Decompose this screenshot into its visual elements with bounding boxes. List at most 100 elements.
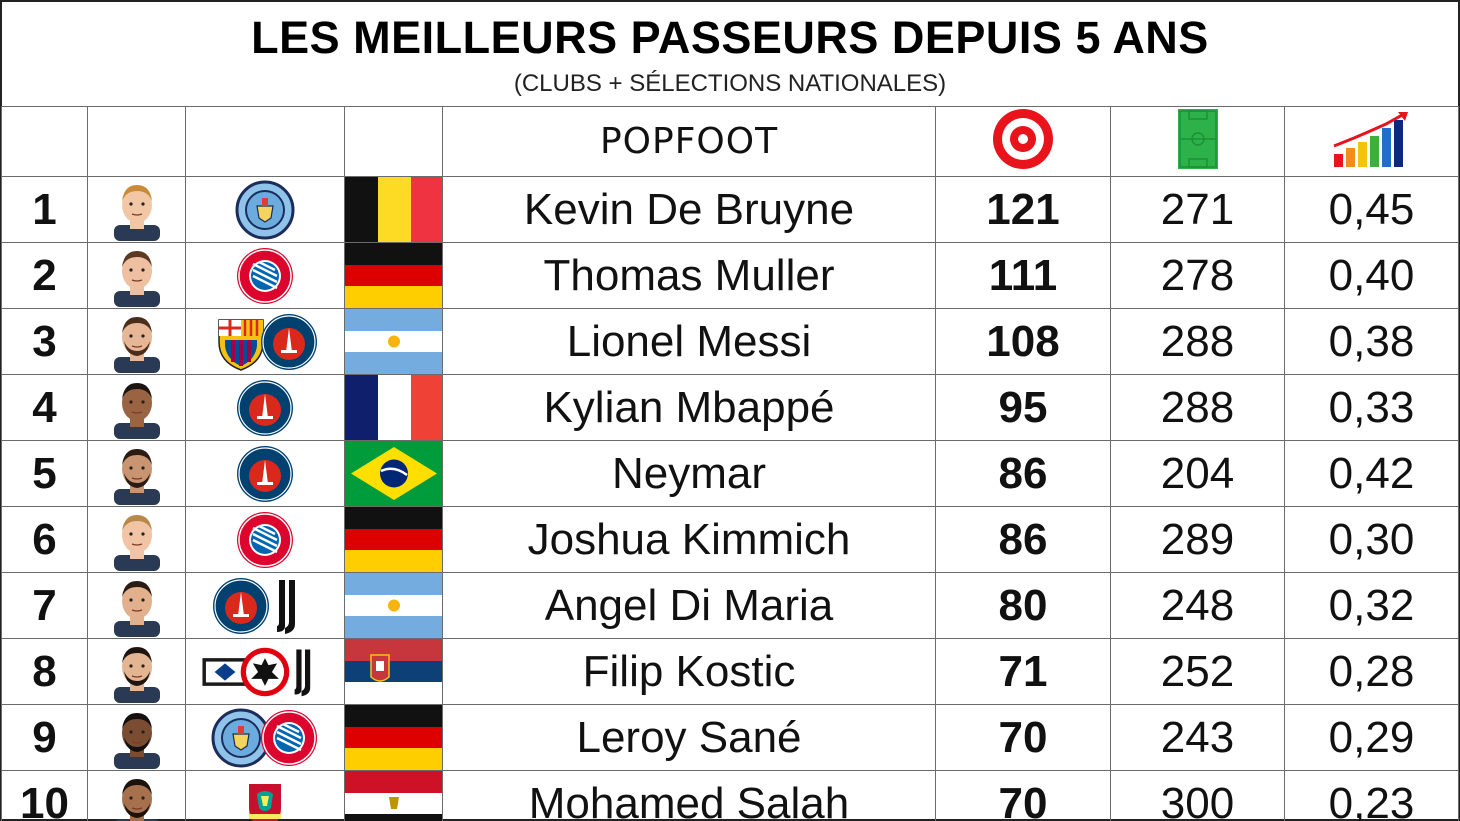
club-crests [187, 312, 344, 372]
header-club-cell [185, 106, 345, 177]
club-crests-cell [185, 506, 345, 573]
ratio-cell: 0,45 [1284, 176, 1459, 243]
matches-value: 289 [1160, 514, 1235, 564]
header-brand-cell: POPFOOT [442, 106, 936, 177]
club-crests [187, 708, 344, 768]
manchester-city-crest [211, 708, 271, 767]
player-name-cell: Lionel Messi [442, 308, 936, 375]
ratio-cell: 0,23 [1284, 770, 1459, 821]
table-row: 6 Joshua Kimmich 86 289 0,30 [1, 506, 1459, 573]
assists-value: 95 [998, 382, 1048, 432]
nation-flag-cell [344, 374, 443, 441]
table-row: 8 Filip Kostic 71 252 0,28 [1, 638, 1459, 705]
juventus-crest [294, 648, 311, 696]
player-name-cell: Kylian Mbappé [442, 374, 936, 441]
assists-cell: 80 [935, 572, 1111, 639]
germany-flag [345, 705, 442, 770]
player-photo [113, 580, 160, 637]
nation-flag-cell [344, 638, 443, 705]
germany-flag [345, 507, 442, 572]
rank-cell: 1 [1, 176, 88, 243]
matches-value: 278 [1160, 250, 1235, 300]
assists-value: 111 [988, 250, 1058, 300]
matches-cell: 300 [1110, 770, 1285, 821]
ratio-cell: 0,29 [1284, 704, 1459, 771]
player-name: Angel Di Maria [544, 580, 834, 630]
rank-label: 7 [32, 580, 57, 630]
juventus-crest [277, 579, 295, 634]
club-crests [187, 180, 344, 240]
matches-value: 288 [1160, 316, 1235, 366]
matches-cell: 288 [1110, 374, 1285, 441]
psg-crest [237, 445, 293, 502]
player-photo [113, 712, 160, 769]
ratio-value: 0,38 [1328, 316, 1415, 366]
ratio-cell: 0,42 [1284, 440, 1459, 507]
bayern-munich-crest [261, 709, 317, 766]
matches-cell: 248 [1110, 572, 1285, 639]
assists-value: 70 [998, 778, 1048, 821]
germany-flag [345, 243, 442, 308]
nation-flag-cell [344, 308, 443, 375]
nation-flag-cell [344, 506, 443, 573]
manchester-city-crest [235, 180, 295, 239]
player-photo [113, 250, 160, 307]
club-crests-cell [185, 572, 345, 639]
rank-label: 10 [20, 778, 69, 821]
ratio-value: 0,32 [1328, 580, 1415, 630]
matches-value: 248 [1160, 580, 1235, 630]
bayern-munich-crest [237, 511, 293, 568]
rank-cell: 7 [1, 572, 88, 639]
rank-cell: 6 [1, 506, 88, 573]
popfoot-logo: POPFOOT [599, 121, 779, 162]
player-photo-cell [87, 506, 186, 573]
nation-flag-cell [344, 572, 443, 639]
matches-cell: 278 [1110, 242, 1285, 309]
club-crests-cell [185, 242, 345, 309]
table-row: 1 Kevin De Bruyne 121 271 0,45 [1, 176, 1459, 243]
egypt-flag [345, 771, 442, 821]
ratio-value: 0,30 [1328, 514, 1415, 564]
rank-cell: 5 [1, 440, 88, 507]
rank-label: 3 [32, 316, 57, 366]
eintracht-frankfurt-crest [240, 647, 290, 696]
player-name-cell: Joshua Kimmich [442, 506, 936, 573]
club-crests-cell [185, 638, 345, 705]
fc-barcelona-crest [218, 318, 264, 371]
player-name: Mohamed Salah [528, 778, 850, 821]
ratio-value: 0,29 [1328, 712, 1415, 762]
matches-value: 243 [1160, 712, 1235, 762]
player-photo-cell [87, 374, 186, 441]
player-photo [113, 184, 160, 241]
chart-subtitle: (CLUBS + SÉLECTIONS NATIONALES) [513, 70, 947, 97]
ratio-cell: 0,30 [1284, 506, 1459, 573]
liverpool-crest [249, 783, 281, 821]
header-matches-cell [1110, 106, 1285, 177]
psg-crest [213, 577, 269, 634]
matches-cell: 289 [1110, 506, 1285, 573]
club-crests [187, 646, 344, 698]
assists-cell: 108 [935, 308, 1111, 375]
matches-cell: 252 [1110, 638, 1285, 705]
player-name-cell: Leroy Sané [442, 704, 936, 771]
argentina-flag [345, 309, 442, 374]
player-photo-cell [87, 770, 186, 821]
rank-cell: 8 [1, 638, 88, 705]
brazil-flag [345, 441, 442, 506]
player-photo-cell [87, 572, 186, 639]
table-row: 5 Neymar 86 204 0,42 [1, 440, 1459, 507]
table-row: 9 Leroy Sané 70 243 0,29 [1, 704, 1459, 771]
player-name-cell: Angel Di Maria [442, 572, 936, 639]
assists-cell: 86 [935, 506, 1111, 573]
club-crests-cell [185, 176, 345, 243]
ranking-table: POPFOOT [1, 106, 1459, 821]
club-crests [187, 510, 344, 570]
matches-value: 252 [1160, 646, 1235, 696]
rank-label: 4 [32, 382, 57, 432]
serbia-flag [345, 639, 442, 704]
player-photo [113, 514, 160, 571]
player-name-cell: Filip Kostic [442, 638, 936, 705]
ratio-value: 0,42 [1328, 448, 1415, 498]
assists-value: 121 [986, 184, 1060, 234]
ratio-value: 0,40 [1328, 250, 1415, 300]
